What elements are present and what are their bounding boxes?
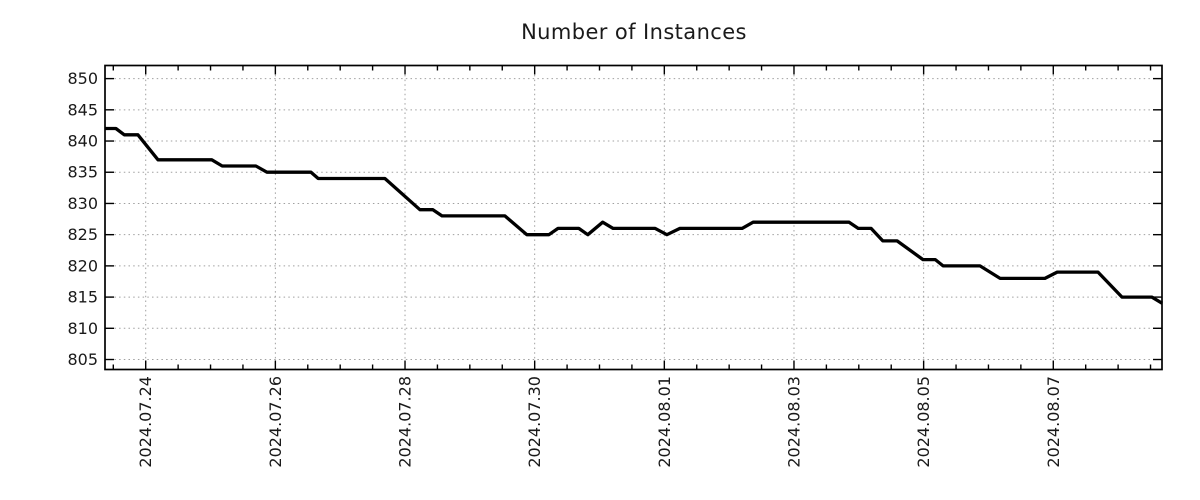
x-tick-label: 2024.08.03 — [784, 376, 803, 468]
x-tick-label: 2024.08.07 — [1044, 376, 1063, 468]
y-tick-label: 830 — [67, 194, 98, 213]
grid-layer — [105, 65, 1162, 370]
y-tick-label: 840 — [67, 132, 98, 151]
x-tick-label: 2024.08.05 — [914, 376, 933, 468]
y-tick-label: 850 — [67, 69, 98, 88]
x-tick-label: 2024.07.24 — [136, 376, 155, 468]
y-tick-label: 820 — [67, 256, 98, 275]
tick-layer — [105, 65, 1162, 370]
chart-title: Number of Instances — [521, 20, 747, 44]
x-tick-label: 2024.07.26 — [266, 376, 285, 468]
x-tick-label: 2024.07.30 — [525, 376, 544, 468]
y-tick-label: 810 — [67, 319, 98, 338]
y-tick-label: 825 — [67, 225, 98, 244]
y-tick-label: 815 — [67, 288, 98, 307]
y-tick-label: 845 — [67, 100, 98, 119]
y-tick-label: 805 — [67, 350, 98, 369]
series-layer — [104, 126, 1164, 305]
plot-border-layer — [104, 64, 1163, 371]
axis-label-layer: 805 810 815 820 825 830 835 840 845 850 2024.07.24… — [67, 69, 1062, 468]
x-tick-label: 2024.07.28 — [396, 376, 415, 468]
x-tick-label: 2024.08.01 — [655, 376, 674, 468]
y-tick-label: 835 — [67, 163, 98, 182]
series-line-number-of-instances — [104, 126, 1164, 305]
plot-border — [104, 64, 1163, 371]
